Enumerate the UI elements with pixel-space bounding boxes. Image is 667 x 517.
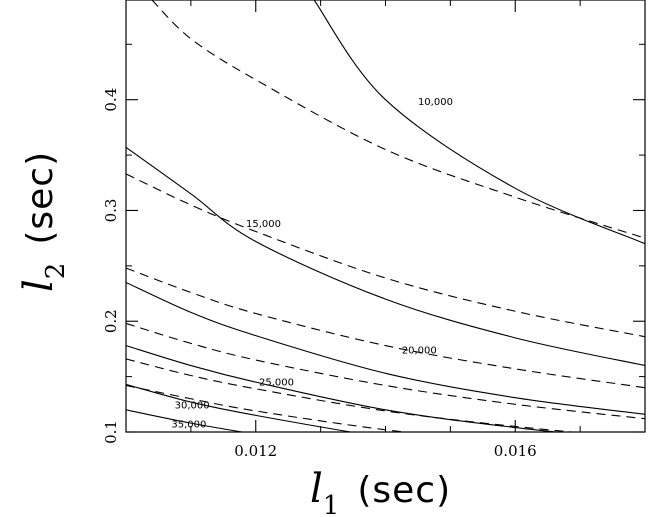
x-tick-label: 0.012 xyxy=(234,442,277,460)
solid-curve xyxy=(126,281,645,415)
x-axis-subscript: 1 xyxy=(323,491,340,517)
solid-curve xyxy=(313,0,645,245)
solid-curve xyxy=(126,345,561,432)
dashed-curve xyxy=(126,267,645,389)
dashed-curve xyxy=(126,358,578,432)
tick-labels: 0.012 0.016 0.1 0.2 0.3 0.4 xyxy=(102,88,537,460)
ticks xyxy=(126,0,645,433)
y-tick-label: 0.1 xyxy=(102,420,120,444)
x-axis-title: l1 (sec) xyxy=(310,466,451,517)
x-axis-unit: (sec) xyxy=(357,470,451,511)
dashed-curve xyxy=(126,384,410,432)
y-axis-title: l2 (sec) xyxy=(16,151,71,292)
curves xyxy=(126,0,645,432)
x-tick-label: 0.016 xyxy=(494,442,537,460)
curve-label: 20,000 xyxy=(402,345,437,356)
y-axis-subscript: 2 xyxy=(41,263,71,280)
dashed-curve xyxy=(126,322,645,420)
curve-label: 35,000 xyxy=(171,420,206,431)
solid-curve xyxy=(126,383,354,432)
y-tick-label: 0.2 xyxy=(102,309,120,333)
plot-frame xyxy=(125,0,646,433)
curve-labels: 10,000 15,000 20,000 25,000 30,000 35,000 xyxy=(171,97,453,430)
solid-curve xyxy=(126,146,645,367)
solid-curve xyxy=(126,409,246,432)
curve-label: 30,000 xyxy=(175,401,210,412)
y-tick-label: 0.4 xyxy=(102,88,120,112)
y-axis-unit: (sec) xyxy=(20,151,61,245)
x-axis-symbol: l xyxy=(310,466,323,512)
curve-label: 25,000 xyxy=(259,377,294,388)
y-tick-label: 0.3 xyxy=(102,199,120,223)
dashed-curve xyxy=(151,0,645,239)
y-axis-symbol: l xyxy=(16,279,62,292)
curve-label: 15,000 xyxy=(246,219,281,230)
curve-label: 10,000 xyxy=(418,97,453,108)
dashed-curve xyxy=(126,173,645,338)
